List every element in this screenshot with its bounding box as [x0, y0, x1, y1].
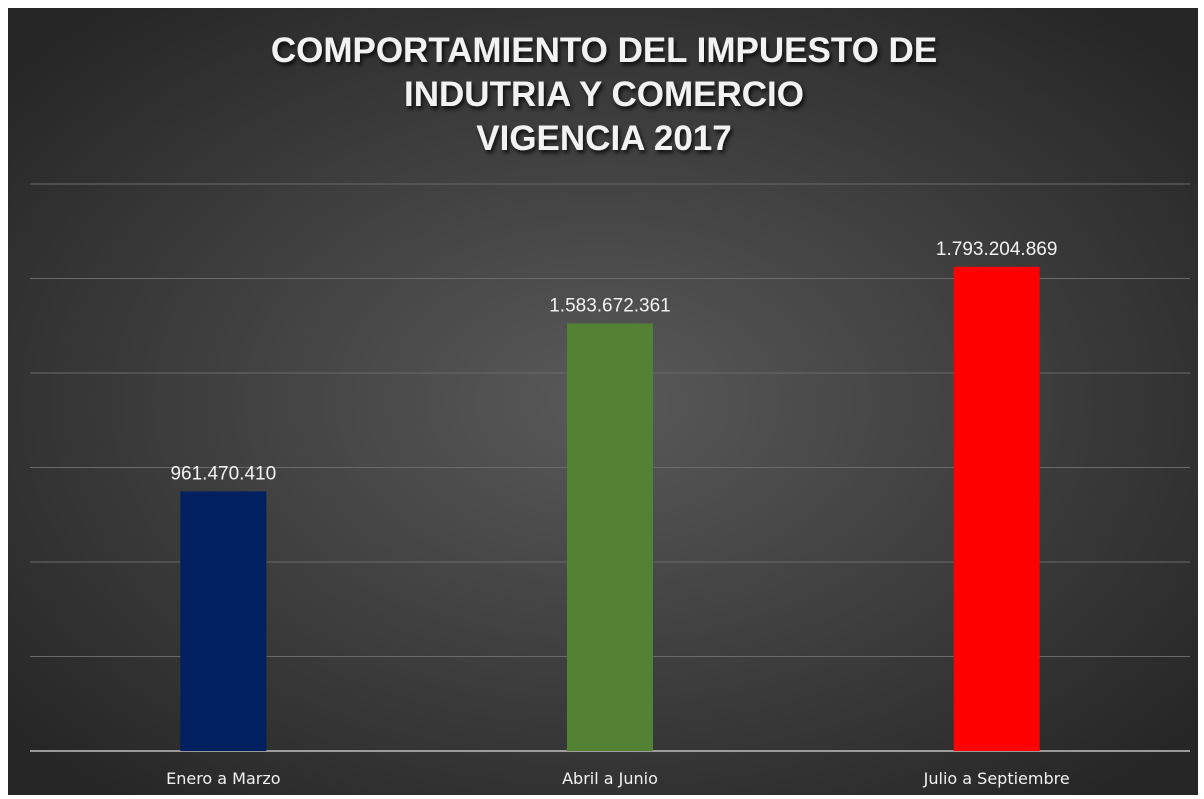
bar — [953, 266, 1040, 751]
data-label: 961.470.410 — [170, 463, 276, 484]
x-tick-label: Enero a Marzo — [166, 769, 280, 788]
bar — [180, 491, 267, 751]
chart-title: INDUTRIA Y COMERCIO — [404, 75, 804, 114]
x-tick-label: Julio a Septiembre — [923, 769, 1070, 788]
data-label: 1.583.672.361 — [549, 295, 671, 316]
chart-title: VIGENCIA 2017 — [476, 119, 731, 158]
data-label: 1.793.204.869 — [936, 239, 1058, 260]
bar — [567, 323, 653, 751]
x-tick-label: Abril a Junio — [562, 769, 658, 788]
chart-title: COMPORTAMIENTO DEL IMPUESTO DE — [271, 31, 937, 70]
